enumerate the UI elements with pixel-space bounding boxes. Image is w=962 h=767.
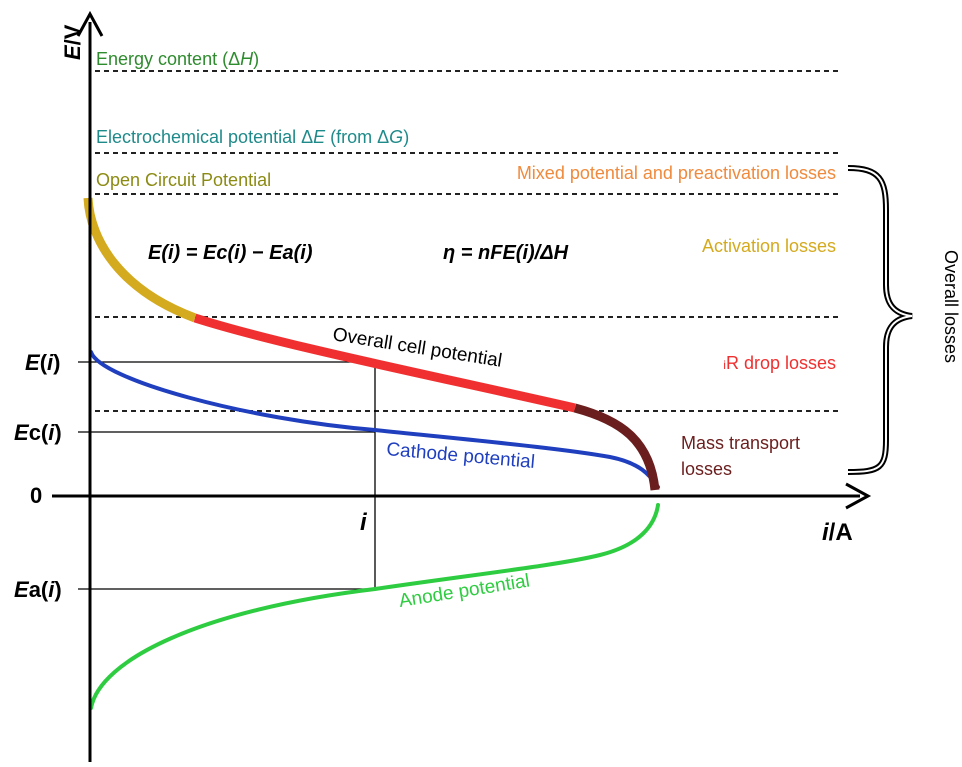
anode-curve <box>89 503 660 710</box>
y-axis-arrow <box>76 10 104 37</box>
ocp-label: Open Circuit Potential <box>96 170 271 190</box>
mixed-losses-label: Mixed potential and preactivation losses <box>517 163 836 183</box>
ir-segment <box>193 313 576 413</box>
overall-cell-potential-label: Overall cell potential <box>331 324 503 372</box>
mass-transport-segment <box>573 403 660 491</box>
mass-losses-label-line1: Mass transport <box>681 433 800 453</box>
i-tick-label: i <box>360 509 368 536</box>
cathode-curve <box>89 350 660 489</box>
x-axis-label: i/A <box>822 519 853 546</box>
activation-losses-label: Activation losses <box>702 236 836 256</box>
y-axis-label: E/V <box>60 24 85 60</box>
efficiency-equation: η = nFE(i)/ΔH <box>443 242 569 264</box>
electrochem-potential-label: Electrochemical potential ΔE (from ΔG) <box>96 127 409 147</box>
e-tick-label: E(i) <box>25 350 60 375</box>
origin-label: 0 <box>30 483 42 508</box>
overall-losses-label: Overall losses <box>941 250 961 363</box>
mass-losses-label-line2: losses <box>681 459 732 479</box>
overall-losses-brace <box>847 165 913 475</box>
ir-losses-label: iR drop losses <box>723 353 836 373</box>
ec-tick-label: Ec(i) <box>14 420 62 445</box>
ea-tick-label: Ea(i) <box>14 577 62 602</box>
energy-content-label: Energy content (ΔH) <box>96 49 259 69</box>
cell-potential-equation: E(i) = Ec(i) − Ea(i) <box>148 242 313 264</box>
x-axis-arrow <box>845 482 872 510</box>
